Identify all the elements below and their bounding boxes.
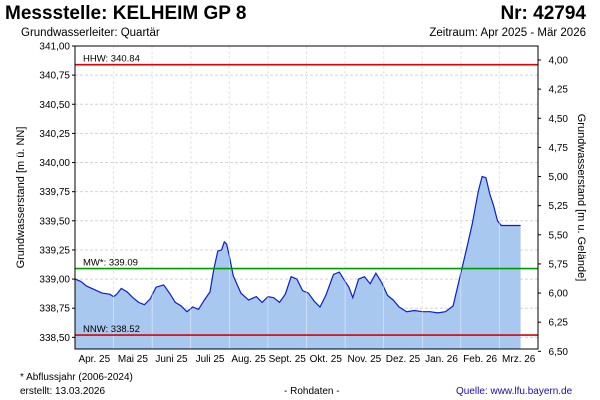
source-url[interactable]: www.lfu.bayern.de — [490, 386, 573, 397]
ref-label-nnw: NNW: 338.52 — [83, 324, 140, 335]
x-tick-label: Juli 25 — [196, 354, 225, 365]
x-tick-label: Mai 25 — [118, 354, 148, 365]
y-tick-label: 340,25 — [39, 129, 70, 140]
y-tick-label: 340,75 — [39, 71, 70, 82]
x-tick-label: Okt. 25 — [310, 354, 343, 365]
x-tick-label: Sept. 25 — [269, 354, 307, 365]
raw-data-label: - Rohdaten - — [284, 386, 340, 397]
y2-tick-label: 4,00 — [549, 55, 569, 66]
y2-tick-label: 5,00 — [549, 172, 569, 183]
y2-tick-label: 5,75 — [549, 259, 569, 270]
plot-frame — [74, 45, 539, 350]
source-label: Quelle: — [456, 386, 488, 397]
footnote: * Abflussjahr (2006-2024) — [20, 372, 133, 383]
x-tick-label: Juni 25 — [155, 354, 188, 365]
x-tick-label: Dez. 25 — [386, 354, 421, 365]
source-link[interactable]: Quelle: www.lfu.bayern.de — [456, 386, 572, 397]
x-tick-label: Jan. 26 — [425, 354, 458, 365]
aquifer-label: Grundwasserleiter: Quartär — [21, 27, 160, 39]
x-tick-label: Feb. 26 — [463, 354, 497, 365]
x-tick-label: Nov. 25 — [348, 354, 382, 365]
y2-tick-label: 4,25 — [549, 85, 569, 96]
y-tick-label: 340,00 — [39, 158, 70, 169]
y2-tick-label: 5,25 — [549, 201, 569, 212]
y2-tick-label: 4,50 — [549, 114, 569, 125]
y-tick-label: 339,50 — [39, 216, 70, 227]
y2-axis-title: Grundwasserstand [m u. Gelände] — [575, 114, 587, 282]
x-tick-label: Apr. 25 — [78, 354, 110, 365]
x-tick-label: Mrz. 26 — [502, 354, 536, 365]
y2-tick-label: 6,50 — [549, 347, 569, 358]
y-tick-label: 341,00 — [39, 42, 70, 53]
y2-tick-label: 5,50 — [549, 230, 569, 241]
y-tick-label: 340,50 — [39, 100, 70, 111]
station-title: Messstelle: KELHEIM GP 8 — [5, 3, 247, 24]
y-tick-label: 339,00 — [39, 275, 70, 286]
station-number: Nr: 42794 — [500, 3, 586, 24]
y2-tick-label: 4,75 — [549, 143, 569, 154]
y-tick-label: 338,75 — [39, 304, 70, 315]
ref-label-hhw: HHW: 340.84 — [83, 54, 140, 65]
series-area — [75, 176, 521, 349]
y-tick-label: 338,50 — [39, 333, 70, 344]
y2-tick-label: 6,25 — [549, 318, 569, 329]
x-tick-label: Aug. 25 — [231, 354, 266, 365]
y-tick-label: 339,75 — [39, 187, 70, 198]
created-date: erstellt: 13.03.2026 — [20, 386, 106, 397]
y-axis-title: Grundwasserstand [m ü. NN] — [15, 127, 27, 269]
y-tick-label: 339,25 — [39, 245, 70, 256]
period-label: Zeitraum: Apr 2025 - Mär 2026 — [429, 27, 586, 39]
ref-label-mw: MW*: 339.09 — [83, 258, 138, 269]
y2-tick-label: 6,00 — [549, 289, 569, 300]
